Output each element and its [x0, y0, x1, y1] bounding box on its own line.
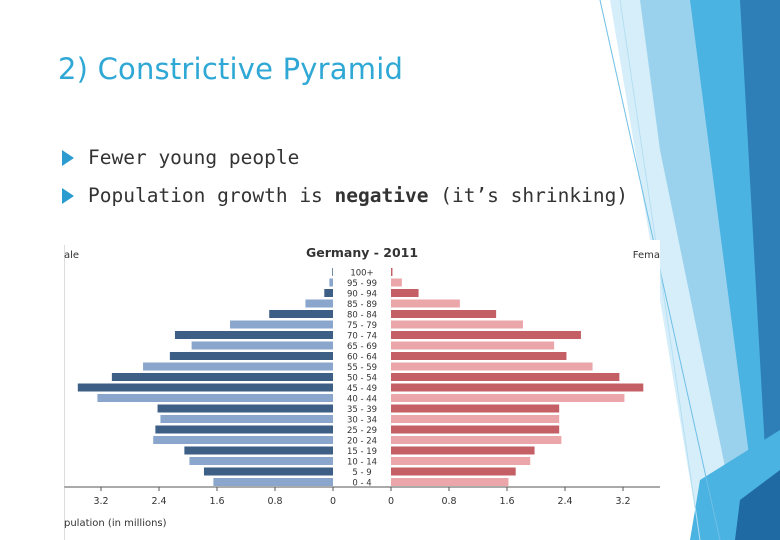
- male-bar: [143, 362, 333, 371]
- x-tick-label: 1.6: [499, 496, 514, 507]
- x-tick-label: 0.8: [441, 496, 456, 507]
- female-bar: [391, 299, 460, 308]
- female-bar: [391, 310, 497, 318]
- female-bar: [391, 373, 620, 381]
- age-group-label: 95 - 99: [347, 279, 377, 289]
- bullet-text-part: (it’s shrinking): [428, 184, 629, 207]
- male-bar: [203, 467, 333, 476]
- arrow-bullet-icon: [62, 188, 74, 204]
- female-bar: [391, 278, 402, 287]
- bullet-text-part: Population growth is: [88, 184, 335, 207]
- age-group-label: 80 - 84: [347, 311, 377, 321]
- male-bar: [324, 289, 333, 297]
- age-group-label: 5 - 9: [352, 468, 371, 478]
- male-bar: [184, 446, 333, 455]
- female-bar: [391, 289, 419, 297]
- male-bar: [169, 352, 333, 360]
- female-bar: [391, 436, 562, 444]
- male-bar: [153, 436, 333, 444]
- female-bar: [391, 362, 593, 371]
- age-group-label: 45 - 49: [347, 384, 377, 394]
- female-bar: [391, 404, 560, 413]
- x-tick-label: 3.2: [93, 496, 108, 507]
- slide-title: 2) Constrictive Pyramid: [58, 52, 404, 86]
- male-bar: [213, 478, 333, 486]
- male-bar: [77, 383, 333, 392]
- age-group-label: 100+: [350, 269, 373, 279]
- male-bar: [269, 310, 333, 318]
- x-tick-label: 2.4: [151, 496, 166, 507]
- bullet-text: Population growth is negative (it’s shri…: [88, 180, 628, 212]
- age-group-label: 65 - 69: [347, 342, 377, 352]
- x-axis-label: pulation (in millions): [64, 518, 167, 529]
- female-bar: [391, 446, 535, 455]
- chart-title: Germany - 2011: [306, 245, 418, 260]
- female-bar: [391, 383, 644, 392]
- age-group-label: 20 - 24: [347, 437, 377, 447]
- male-bar: [305, 299, 333, 308]
- age-group-label: 75 - 79: [347, 321, 377, 331]
- male-bar: [97, 394, 333, 402]
- age-group-label: 50 - 54: [347, 374, 377, 384]
- male-bar: [160, 415, 333, 423]
- female-bar: [391, 352, 567, 360]
- male-bar: [332, 268, 333, 276]
- age-group-label: 85 - 89: [347, 300, 377, 310]
- x-tick-label: 0: [388, 496, 394, 507]
- age-group-label: 0 - 4: [352, 479, 371, 489]
- age-group-label: 15 - 19: [347, 447, 377, 457]
- age-group-label: 30 - 34: [347, 416, 377, 426]
- age-group-label: 35 - 39: [347, 405, 377, 415]
- female-bar: [391, 320, 523, 329]
- male-bar: [329, 278, 333, 287]
- bullet-bold-word: negative: [334, 184, 429, 207]
- x-tick-label: 0.8: [267, 496, 282, 507]
- age-group-label: 25 - 29: [347, 426, 377, 436]
- female-bar: [391, 415, 560, 423]
- female-bar: [391, 478, 509, 486]
- male-bar: [174, 331, 333, 339]
- age-group-label: 70 - 74: [347, 332, 377, 342]
- female-bar: [391, 467, 516, 476]
- bullet-text: Fewer young people: [88, 146, 300, 169]
- arrow-bullet-icon: [62, 150, 74, 166]
- female-bar: [391, 394, 625, 402]
- age-group-label: 40 - 44: [347, 395, 377, 405]
- male-legend-label: ale: [64, 250, 79, 261]
- female-legend-label: Fema: [633, 250, 660, 261]
- age-group-label: 90 - 94: [347, 290, 377, 300]
- age-group-label: 60 - 64: [347, 353, 377, 363]
- female-bar: [391, 341, 555, 350]
- male-bar: [191, 341, 333, 350]
- x-tick-label: 3.2: [615, 496, 630, 507]
- x-tick-label: 2.4: [557, 496, 572, 507]
- male-bar: [230, 320, 333, 329]
- female-bar: [391, 425, 560, 434]
- female-bar: [391, 268, 393, 276]
- x-tick-label: 0: [330, 496, 336, 507]
- male-bar: [111, 373, 333, 381]
- male-bar: [157, 404, 333, 413]
- male-bar: [189, 457, 333, 465]
- x-tick-label: 1.6: [209, 496, 224, 507]
- age-group-label: 10 - 14: [347, 458, 377, 468]
- male-bar: [155, 425, 333, 434]
- female-bar: [391, 457, 531, 465]
- female-bar: [391, 331, 581, 339]
- age-group-label: 55 - 59: [347, 363, 377, 373]
